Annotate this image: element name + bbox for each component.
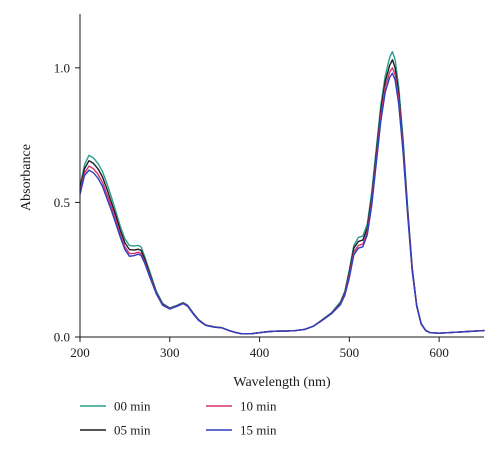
legend-label: 10 min <box>240 399 277 414</box>
y-tick-label: 0.0 <box>54 330 70 345</box>
legend: 00 min 05 min 10 min 15 min <box>80 399 277 438</box>
axes-layer <box>79 14 484 338</box>
y-tick-label: 1.0 <box>54 60 70 75</box>
ticks-layer: 200 300 400 500 600 0.0 0.5 1.0 <box>54 60 449 360</box>
series-layer <box>79 50 485 335</box>
x-tick-label: 400 <box>250 345 270 360</box>
legend-label: 15 min <box>240 423 277 438</box>
x-tick-label: 500 <box>340 345 360 360</box>
legend-label: 00 min <box>114 399 151 414</box>
x-tick-label: 300 <box>160 345 180 360</box>
legend-item: 05 min <box>80 423 151 438</box>
series-line-05-min <box>79 59 485 335</box>
series-line-00-min <box>79 50 485 335</box>
y-tick-label: 0.5 <box>54 195 70 210</box>
series-line-15-min <box>79 72 485 335</box>
x-axis-title: Wavelength (nm) <box>233 375 331 390</box>
series-line-10-min <box>79 67 485 335</box>
x-tick-label: 600 <box>429 345 449 360</box>
legend-item: 00 min <box>80 399 151 414</box>
x-tick-label: 200 <box>70 345 90 360</box>
legend-label: 05 min <box>114 423 151 438</box>
y-axis-title: Absorbance <box>19 144 34 211</box>
legend-item: 15 min <box>206 423 277 438</box>
legend-item: 10 min <box>206 399 277 414</box>
